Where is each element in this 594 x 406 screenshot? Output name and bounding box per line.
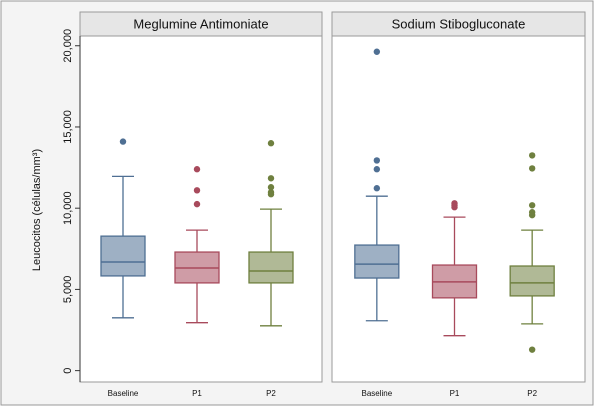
outlier bbox=[528, 346, 536, 353]
outlier bbox=[267, 191, 275, 198]
y-tick-label: 10,000 bbox=[62, 191, 74, 225]
outlier bbox=[451, 204, 458, 211]
x-tick-label: P1 bbox=[192, 389, 202, 398]
box bbox=[100, 235, 146, 277]
panel-title: Meglumine Antimoniate bbox=[133, 16, 268, 31]
outlier bbox=[528, 202, 536, 209]
y-tick-label: 15,000 bbox=[62, 110, 74, 144]
box bbox=[354, 244, 400, 279]
outlier bbox=[528, 152, 536, 159]
panel-header bbox=[331, 11, 586, 37]
panel-title: Sodium Stibogluconate bbox=[392, 16, 526, 31]
outlier bbox=[267, 140, 275, 147]
x-tick-label: Baseline bbox=[361, 389, 392, 398]
y-axis-label: Leucocitos (células/mm³) bbox=[31, 149, 43, 271]
plot-area bbox=[331, 35, 586, 383]
outlier bbox=[373, 157, 381, 164]
outlier bbox=[528, 165, 536, 172]
y-tick-label: 0 bbox=[62, 368, 74, 374]
y-tick-label: 20,000 bbox=[62, 29, 74, 63]
outlier bbox=[267, 175, 275, 182]
outlier bbox=[373, 48, 381, 55]
y-tick-label: 5,000 bbox=[62, 276, 74, 304]
outlier bbox=[193, 187, 201, 194]
outlier bbox=[119, 138, 127, 145]
x-tick-label: P2 bbox=[266, 389, 276, 398]
panel-header bbox=[79, 11, 323, 37]
outlier bbox=[373, 166, 381, 173]
x-tick-label: P1 bbox=[450, 389, 460, 398]
outlier bbox=[267, 184, 275, 191]
outlier bbox=[373, 185, 381, 192]
x-tick-label: P2 bbox=[527, 389, 537, 398]
box bbox=[248, 251, 294, 284]
outlier bbox=[193, 200, 201, 208]
plot-area bbox=[79, 35, 323, 383]
outlier bbox=[528, 211, 536, 219]
outlier bbox=[193, 166, 201, 173]
x-tick-label: Baseline bbox=[108, 389, 139, 398]
box bbox=[509, 265, 555, 297]
